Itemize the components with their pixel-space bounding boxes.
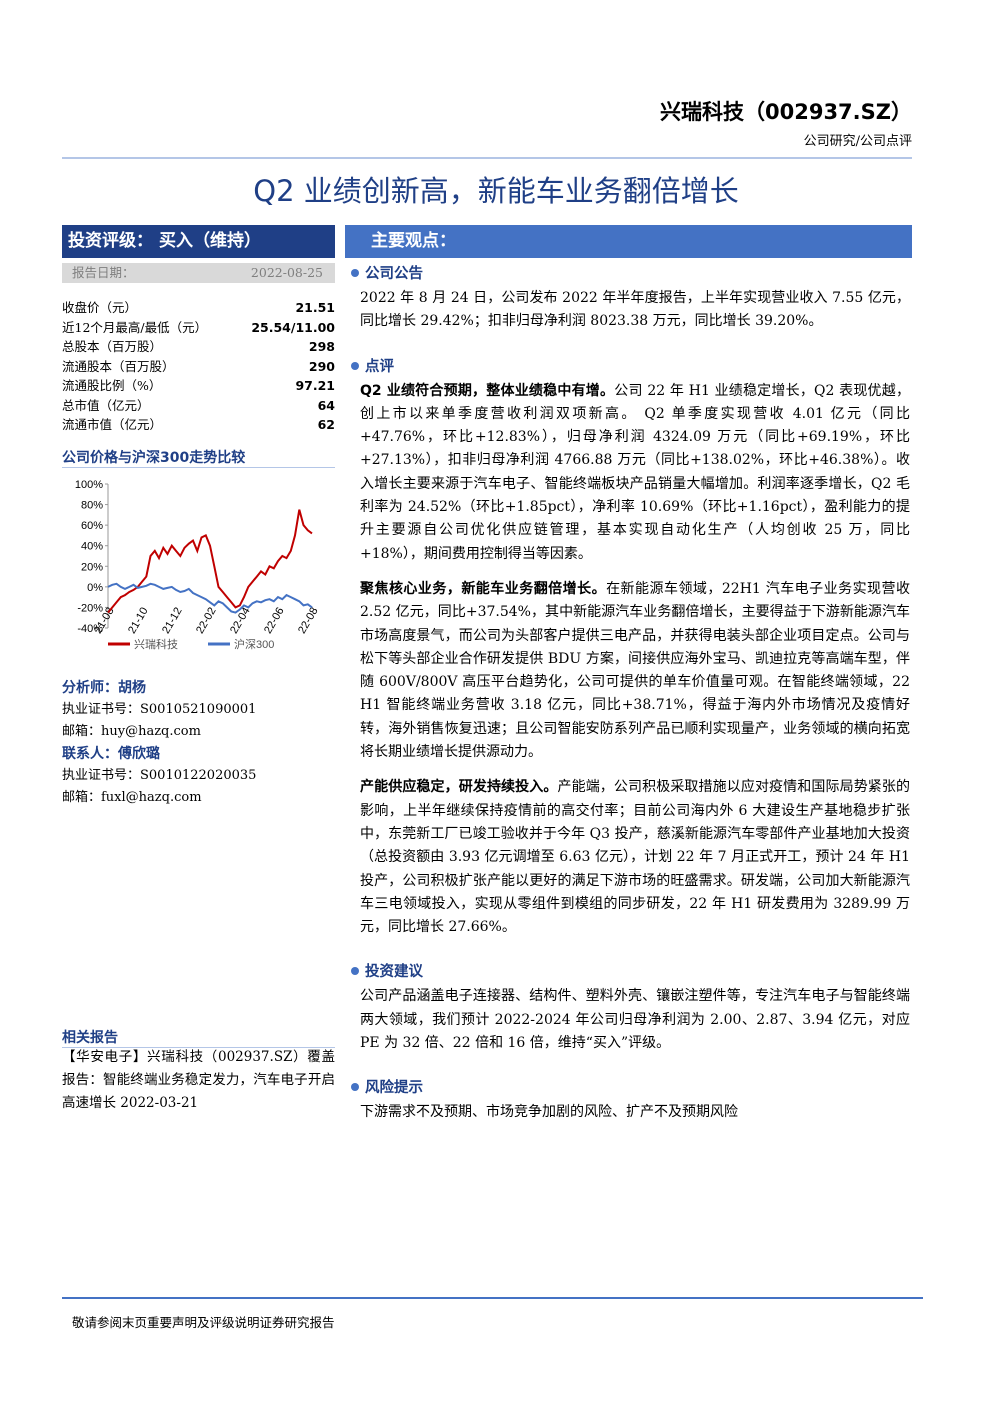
analyst-line: 执业证书号：S0010122020035 [62, 768, 257, 783]
section: 风险提示下游需求不及预期、市场竞争加剧的风险、扩产不及预期风险 [345, 1077, 912, 1124]
stock-value: 97.21 [295, 378, 335, 393]
report-date: 报告日期： 2022-08-25 [62, 263, 335, 283]
paragraph: 下游需求不及预期、市场竞争加剧的风险、扩产不及预期风险 [360, 1101, 910, 1124]
y-tick-label: 100% [75, 479, 103, 491]
paragraph-text: 下游需求不及预期、市场竞争加剧的风险、扩产不及预期风险 [360, 1104, 738, 1121]
stock-row: 流通股本（百万股） 290 [62, 357, 335, 377]
x-tick-label: 21-12 [160, 606, 184, 636]
chart-title: 公司价格与沪深300走势比较 [62, 447, 335, 468]
analyst-line: 邮箱：huy@hazq.com [62, 724, 201, 739]
stock-label: 流通股比例（%） [62, 378, 162, 393]
related-text: 【华安电子】兴瑞科技（002937.SZ）覆盖报告：智能终端业务稳定发力，汽车电… [62, 1049, 335, 1111]
y-tick-label: -20% [77, 602, 103, 614]
stock-value: 21.51 [295, 300, 335, 315]
stock-row: 总市值（亿元） 64 [62, 396, 335, 416]
x-tick-label: 21-10 [126, 606, 150, 636]
date-label: 报告日期： [72, 265, 135, 280]
paragraph-text: 2022 年 8 月 24 日，公司发布 2022 年半年度报告，上半年实现营业… [360, 290, 910, 330]
stock-label: 流通股本（百万股） [62, 358, 175, 374]
series-line [107, 582, 313, 614]
rating-label: 投资评级： [68, 231, 153, 251]
paragraph: 产能供应稳定，研发持续投入。产能端，公司积极采取措施以应对疫情和国际局势紧张的影… [360, 776, 910, 939]
stock-row: 收盘价（元） 21.51 [62, 298, 335, 318]
chart: 100%80%60%40%20%0%-20%-40%21-08 21-10 21-1… [75, 479, 321, 651]
x-tick-label: 22-06 [262, 606, 286, 636]
section-heading: 公司公告 [345, 263, 912, 285]
stock-label: 近12个月最高/最低（元） [62, 319, 208, 335]
stock-label: 总市值（亿元） [62, 397, 150, 413]
stock-value: 298 [308, 339, 335, 354]
x-tick-label: 22-02 [194, 606, 218, 636]
section: 投资建议公司产品涵盖电子连接器、结构件、塑料外壳、镶嵌注塑件等，专注汽车电子与智… [345, 961, 912, 1055]
related-heading: 相关报告 [62, 1027, 335, 1048]
rule [62, 1297, 923, 1299]
analyst-title: 分析师：胡杨 [62, 680, 146, 696]
stock-label: 流通市值（亿元） [62, 417, 163, 432]
x-tick-label: 22-08 [296, 606, 320, 636]
main-heading-text: 主要观点： [371, 231, 456, 251]
main-body: 公司公告 2022 年 8 月 24 日，公司发布 2022 年半年度报告，上半年… [345, 263, 912, 1147]
y-tick-label: -40% [77, 623, 103, 635]
rating-value: 买入（维持） [159, 231, 261, 251]
section-heading: 投资建议 [345, 961, 912, 983]
legend-label: 兴瑞科技 [134, 637, 178, 651]
title: Q2 业绩创新高，新能车业务翻倍增长 [253, 174, 739, 208]
stock-row: 总股本（百万股） 298 [62, 337, 335, 357]
rule [62, 157, 912, 159]
stock-value: 62 [317, 417, 335, 432]
company: 兴瑞科技（002937.SZ） [660, 100, 912, 124]
paragraph: 公司产品涵盖电子连接器、结构件、塑料外壳、镶嵌注塑件等，专注汽车电子与智能终端两… [360, 985, 910, 1055]
stock-label: 总股本（百万股） [62, 339, 163, 354]
section-heading: 点评 [345, 356, 912, 378]
stock-value: 64 [317, 397, 335, 413]
stock-label: 收盘价（元） [62, 300, 138, 315]
stock-row: 流通股比例（%） 97.21 [62, 376, 335, 396]
analyst-line: 执业证书号：S0010521090001 [62, 702, 257, 717]
paragraph-lead: 产能供应稳定，研发持续投入。 [360, 779, 558, 796]
section-heading: 风险提示 [345, 1077, 912, 1099]
stock-value: 25.54/11.00 [251, 319, 335, 335]
paragraph-text: 在新能源车领域，22H1 汽车电子业务实现营收 2.52 亿元，同比+37.54… [360, 580, 910, 761]
stock-value: 290 [308, 358, 335, 374]
y-tick-label: 40% [81, 541, 103, 553]
paragraph-lead: 聚焦核心业务，新能车业务翻倍增长。 [360, 580, 607, 597]
paragraph-text: 产能端，公司积极采取措施以应对疫情和国际局势紧张的影响，上半年继续保持疫情前的高… [360, 779, 911, 936]
category: 公司研究/公司点评 [803, 134, 912, 149]
paragraph-text: 公司产品涵盖电子连接器、结构件、塑料外壳、镶嵌注塑件等，专注汽车电子与智能终端两… [360, 988, 910, 1052]
stock-row: 流通市值（亿元） 62 [62, 415, 335, 435]
analyst-title: 联系人：傅欣璐 [62, 746, 160, 762]
paragraph: 聚焦核心业务，新能车业务翻倍增长。在新能源车领域，22H1 汽车电子业务实现营收… [360, 578, 910, 764]
paragraph: 2022 年 8 月 24 日，公司发布 2022 年半年度报告，上半年实现营业… [360, 287, 910, 334]
paragraph-text: 公司 22 年 H1 业绩稳定增长，Q2 表现优越，创上市以来单季度营收利润双项… [360, 382, 910, 562]
legend-label: 沪深300 [234, 637, 274, 651]
stock-table: 收盘价（元） 21.51 近12个月最高/最低（元） 25.54/11.00 总股本（百… [62, 298, 335, 435]
y-tick-label: 0% [87, 582, 103, 594]
y-tick-label: 80% [81, 500, 103, 512]
section: 点评 Q2 业绩符合预期，整体业绩稳中有增。公司 22 年 H1 业绩稳定增长，Q… [345, 356, 912, 940]
date-value: 2022-08-25 [250, 265, 323, 280]
section: 公司公告 2022 年 8 月 24 日，公司发布 2022 年半年度报告，上半年… [345, 263, 912, 334]
y-tick-label: 60% [81, 520, 103, 532]
stock-row: 近12个月最高/最低（元） 25.54/11.00 [62, 318, 335, 338]
analyst-line: 邮箱：fuxl@hazq.com [62, 790, 202, 805]
analysts: 分析师：胡杨执业证书号：S0010521090001 邮箱：huy@hazq.co… [62, 677, 335, 809]
paragraph-lead: Q2 业绩符合预期，整体业绩稳中有增。 [360, 382, 615, 399]
main-heading: 主要观点： [345, 225, 912, 258]
rating: 投资评级： 买入（维持） [62, 225, 335, 258]
y-tick-label: 20% [81, 561, 103, 573]
paragraph: Q2 业绩符合预期，整体业绩稳中有增。公司 22 年 H1 业绩稳定增长，Q2 … [360, 380, 910, 566]
series-line [107, 509, 313, 614]
footer: 敬请参阅末页重要声明及评级说明证券研究报告 [72, 1315, 335, 1330]
